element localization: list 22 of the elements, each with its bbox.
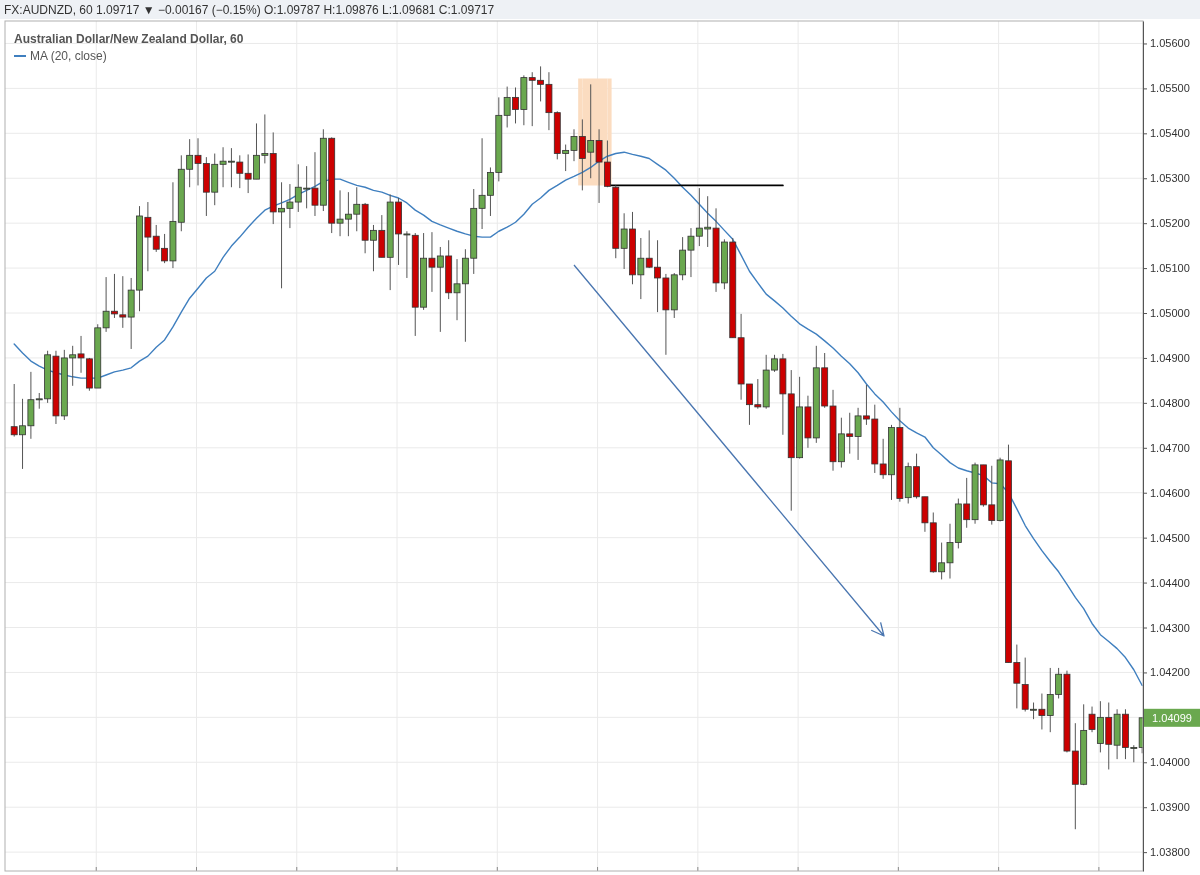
y-tick-label: 1.05000 (1150, 307, 1190, 320)
y-tick-label: 1.05200 (1150, 217, 1190, 230)
y-tick-label: 1.05100 (1150, 262, 1190, 275)
y-tick-label: 1.05600 (1150, 37, 1190, 50)
y-tick-label: 1.03800 (1150, 846, 1190, 859)
y-tick-label: 1.04400 (1150, 576, 1190, 589)
y-tick-label: 1.04700 (1150, 441, 1190, 454)
y-tick-label: 1.04200 (1150, 666, 1190, 679)
y-tick-label: 1.05500 (1150, 82, 1190, 95)
y-tick-label: 1.05400 (1150, 127, 1190, 140)
y-tick-label: 1.04500 (1150, 531, 1190, 544)
chart-subtitle: FX:AUDNZD, 60 1.09717 ▼ −0.00167 (−0.15%) O:1.09787 H:1.09876 L:1.09681 C:1.09717 (4, 3, 495, 17)
legend-label: MA (20, close) (30, 49, 107, 63)
y-tick-label: 1.03900 (1150, 801, 1190, 814)
y-tick-label: 1.04800 (1150, 396, 1190, 409)
y-tick-label: 1.04900 (1150, 351, 1190, 364)
text: 1.04099 (1152, 711, 1192, 724)
y-tick-label: 1.05300 (1150, 172, 1190, 185)
y-tick-label: 1.04000 (1150, 756, 1190, 769)
y-tick-label: 1.04600 (1150, 486, 1190, 499)
text: Australian Dollar/New Zealand Dollar, 60 (14, 32, 244, 46)
y-tick-label: 1.04300 (1150, 621, 1190, 634)
